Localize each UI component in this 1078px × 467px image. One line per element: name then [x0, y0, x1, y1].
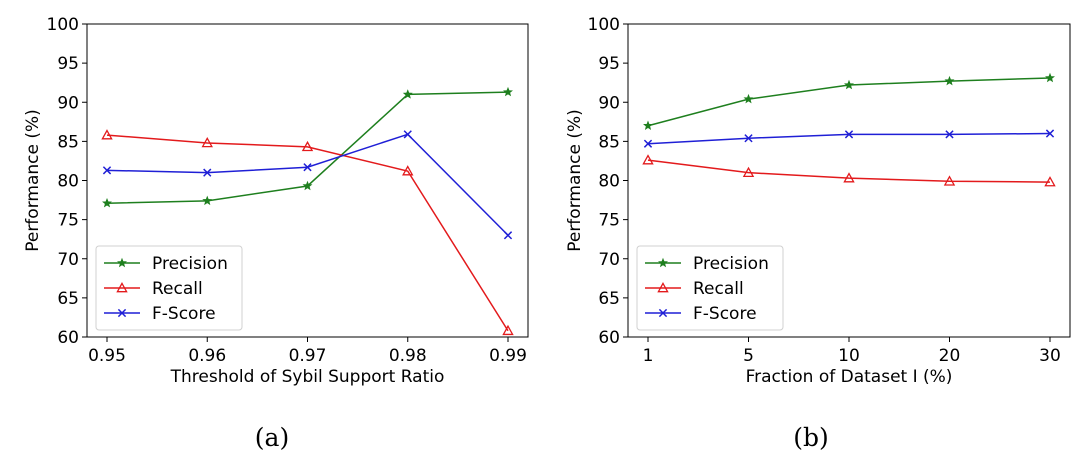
y-tick-label: 60 — [57, 328, 79, 348]
legend: Precision Recall F-Score — [95, 245, 243, 331]
y-tick-label: 65 — [57, 289, 79, 309]
x-axis-label: Threshold of Sybil Support Ratio — [170, 367, 445, 387]
legend-label-f-score: F-Score — [693, 304, 757, 324]
x-tick-label: 30 — [1039, 346, 1061, 366]
y-axis-label: Performance (%) — [23, 109, 43, 252]
data-point-precision — [503, 86, 513, 97]
data-point-precision — [102, 197, 112, 208]
data-point-recall — [843, 172, 855, 183]
y-axis-label: Performance (%) — [565, 109, 585, 252]
chart-panel-b: 60 65 70 75 80 85 90 95 100 1 5 10 20 30 Fraction of D… — [565, 15, 1071, 452]
legend-marker-precision — [117, 257, 127, 268]
y-tick-label: 65 — [598, 289, 620, 309]
y-tick-label: 80 — [57, 172, 79, 192]
data-point-f-score — [403, 130, 412, 139]
x-tick-label: 0.99 — [489, 346, 527, 366]
data-point-recall — [101, 129, 113, 140]
legend-box — [95, 245, 243, 331]
y-tick-label: 60 — [598, 328, 620, 348]
y-tick-label: 70 — [57, 250, 79, 270]
panel-caption: (b) — [793, 423, 829, 452]
legend-marker-recall — [116, 282, 128, 293]
panel-caption: (a) — [255, 423, 289, 452]
x-tick-label: 5 — [743, 346, 754, 366]
y-tick-label: 75 — [598, 211, 620, 231]
y-tick-label: 90 — [57, 93, 79, 113]
legend-label-precision: Precision — [693, 254, 769, 274]
data-point-f-score — [1045, 129, 1055, 138]
y-tick-label: 95 — [598, 54, 620, 74]
legend: Precision Recall F-Score — [636, 245, 784, 331]
x-tick-label: 20 — [939, 346, 961, 366]
legend-marker-recall — [657, 282, 669, 293]
y-tick-label: 80 — [598, 172, 620, 192]
x-axis-label: Fraction of Dataset I (%) — [746, 367, 953, 387]
data-point-precision — [402, 89, 413, 99]
legend-marker-precision — [658, 257, 668, 268]
data-point-recall — [502, 324, 514, 336]
y-tick-label: 75 — [57, 211, 79, 231]
x-tick-label: 0.97 — [289, 346, 327, 366]
series-line-recall — [106, 134, 509, 332]
y-tick-label: 85 — [57, 132, 79, 152]
data-point-precision — [202, 195, 213, 206]
data-point-recall — [943, 175, 956, 186]
y-tick-label: 100 — [47, 15, 79, 35]
data-point-f-score — [844, 130, 854, 139]
data-point-precision — [844, 79, 854, 90]
legend-marker-f-score — [658, 308, 668, 318]
data-point-precision — [944, 75, 955, 86]
series-precision — [102, 86, 513, 208]
data-point-f-score — [744, 134, 753, 143]
legend-label-f-score: F-Score — [152, 304, 216, 324]
y-tick-label: 100 — [588, 15, 620, 35]
series-precision — [643, 72, 1055, 130]
series-line-recall — [647, 159, 1051, 183]
series-f-score — [643, 129, 1055, 148]
x-tick-label: 0.96 — [188, 346, 226, 366]
data-point-recall — [402, 165, 414, 176]
x-tick-label: 0.98 — [389, 346, 427, 366]
series-recall — [101, 129, 514, 336]
data-point-recall — [301, 140, 314, 152]
data-point-f-score — [303, 163, 312, 172]
data-point-f-score — [203, 168, 212, 177]
legend-label-recall: Recall — [152, 279, 203, 299]
legend-label-recall: Recall — [693, 279, 744, 299]
series-recall — [642, 154, 1056, 187]
data-point-precision — [743, 93, 754, 104]
x-tick-label: 10 — [838, 346, 860, 366]
y-tick-label: 70 — [598, 250, 620, 270]
data-point-f-score — [945, 130, 954, 139]
data-point-precision — [302, 180, 313, 191]
chart-panel-a: 60 65 70 75 80 85 90 95 100 0.95 0.96 0.97 0.98 0.99 T… — [23, 15, 529, 452]
data-point-recall — [642, 154, 654, 165]
data-point-f-score — [102, 166, 112, 175]
data-point-f-score — [643, 139, 653, 148]
data-point-f-score — [503, 231, 513, 240]
data-point-recall — [1044, 176, 1056, 187]
data-point-recall — [201, 137, 213, 148]
y-tick-label: 90 — [598, 93, 620, 113]
legend-label-precision: Precision — [152, 254, 228, 274]
data-point-recall — [742, 166, 755, 178]
legend-marker-f-score — [117, 308, 127, 318]
y-tick-label: 85 — [598, 132, 620, 152]
y-tick-label: 95 — [57, 54, 79, 74]
series-f-score — [102, 130, 513, 240]
data-point-precision — [643, 120, 653, 130]
legend-box — [636, 245, 784, 331]
data-point-precision — [1045, 72, 1055, 83]
x-tick-label: 0.95 — [88, 346, 126, 366]
x-tick-label: 1 — [643, 346, 654, 366]
